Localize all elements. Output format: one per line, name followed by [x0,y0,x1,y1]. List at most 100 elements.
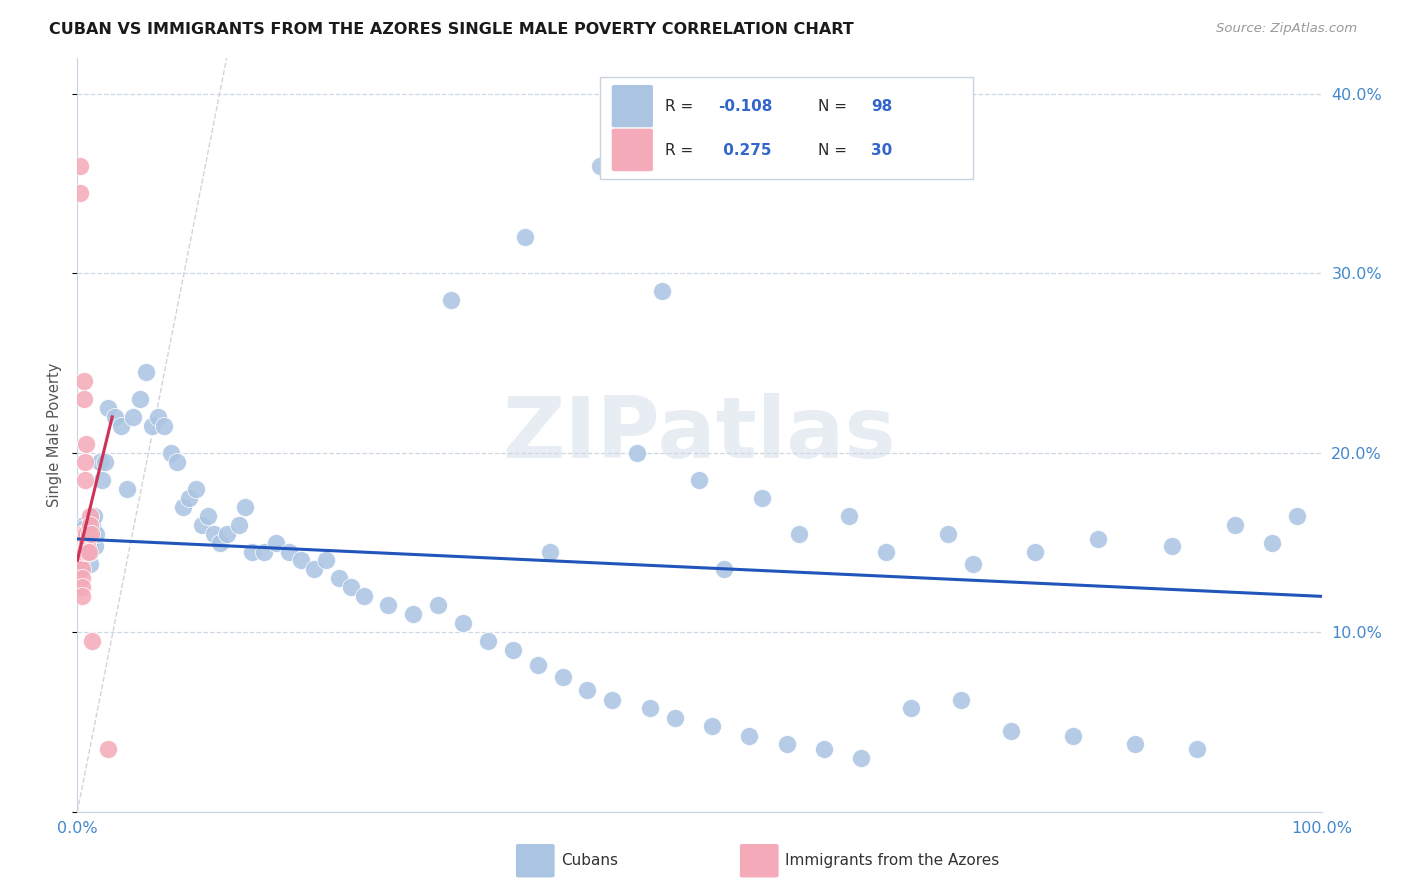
Point [253,544,276,558]
Text: 30: 30 [872,144,893,158]
Point [110,418,132,433]
Point [689,473,711,487]
Point [77,539,100,553]
Point [477,634,499,648]
Point [172,500,194,514]
Point [69,186,91,200]
Point [197,508,219,523]
Point [76,535,98,549]
Point [1062,730,1084,744]
Point [1087,532,1109,546]
Point [73,455,96,469]
Point [70,535,93,549]
Point [290,553,312,567]
Point [128,392,150,406]
Point [240,544,263,558]
Text: R =: R = [665,100,697,114]
Point [72,392,94,406]
Point [1261,535,1284,549]
Point [82,532,104,546]
Point [91,473,114,487]
FancyBboxPatch shape [600,77,973,178]
Point [72,374,94,388]
Point [551,670,574,684]
Point [602,693,624,707]
Point [166,455,188,469]
Point [1000,723,1022,738]
Point [266,535,288,549]
Point [153,418,176,433]
Text: N =: N = [818,144,852,158]
Point [751,491,773,505]
Point [72,581,94,595]
Point [277,544,299,558]
Point [451,616,474,631]
Point [83,508,105,523]
Point [72,526,94,541]
Point [79,508,101,523]
Point [787,526,810,541]
Point [79,557,101,571]
Text: N =: N = [818,100,852,114]
Point [228,517,250,532]
Point [70,544,93,558]
Point [215,526,238,541]
Point [179,491,201,505]
Point [72,526,94,541]
Point [76,544,98,558]
Point [73,526,96,541]
Point [73,535,96,549]
Text: CUBAN VS IMMIGRANTS FROM THE AZORES SINGLE MALE POVERTY CORRELATION CHART: CUBAN VS IMMIGRANTS FROM THE AZORES SING… [49,22,853,37]
Point [76,535,98,549]
Text: 98: 98 [872,100,893,114]
Point [1187,742,1209,756]
Point [72,521,94,535]
Point [75,437,97,451]
Point [233,500,256,514]
Point [70,553,93,567]
Point [738,730,761,744]
Text: Source: ZipAtlas.com: Source: ZipAtlas.com [1216,22,1357,36]
Point [340,581,363,595]
Point [79,544,101,558]
Point [70,549,93,564]
Point [72,544,94,558]
Point [962,557,984,571]
Point [440,293,463,308]
Point [576,682,599,697]
Point [77,535,100,549]
Point [402,607,425,622]
Text: Cubans: Cubans [561,854,619,868]
Point [900,700,922,714]
Point [589,159,612,173]
Point [77,526,100,541]
Point [72,590,94,604]
Text: R =: R = [665,144,697,158]
FancyBboxPatch shape [612,85,654,128]
Point [80,526,103,541]
Point [1123,737,1146,751]
Point [89,455,111,469]
Point [209,535,232,549]
Point [515,230,537,244]
Point [97,401,120,415]
Point [1285,508,1308,523]
Point [141,418,163,433]
Point [538,544,561,558]
Point [302,562,325,576]
FancyBboxPatch shape [740,843,779,878]
Point [851,751,873,765]
Point [651,285,673,299]
Point [1223,517,1246,532]
Point [638,700,661,714]
Text: 0.275: 0.275 [718,144,772,158]
Text: Immigrants from the Azores: Immigrants from the Azores [786,854,1000,868]
Point [82,634,104,648]
Point [72,571,94,585]
Point [97,742,120,756]
Point [502,643,524,657]
Text: -0.108: -0.108 [718,100,772,114]
Point [315,553,337,567]
Point [75,539,97,553]
Point [949,693,972,707]
